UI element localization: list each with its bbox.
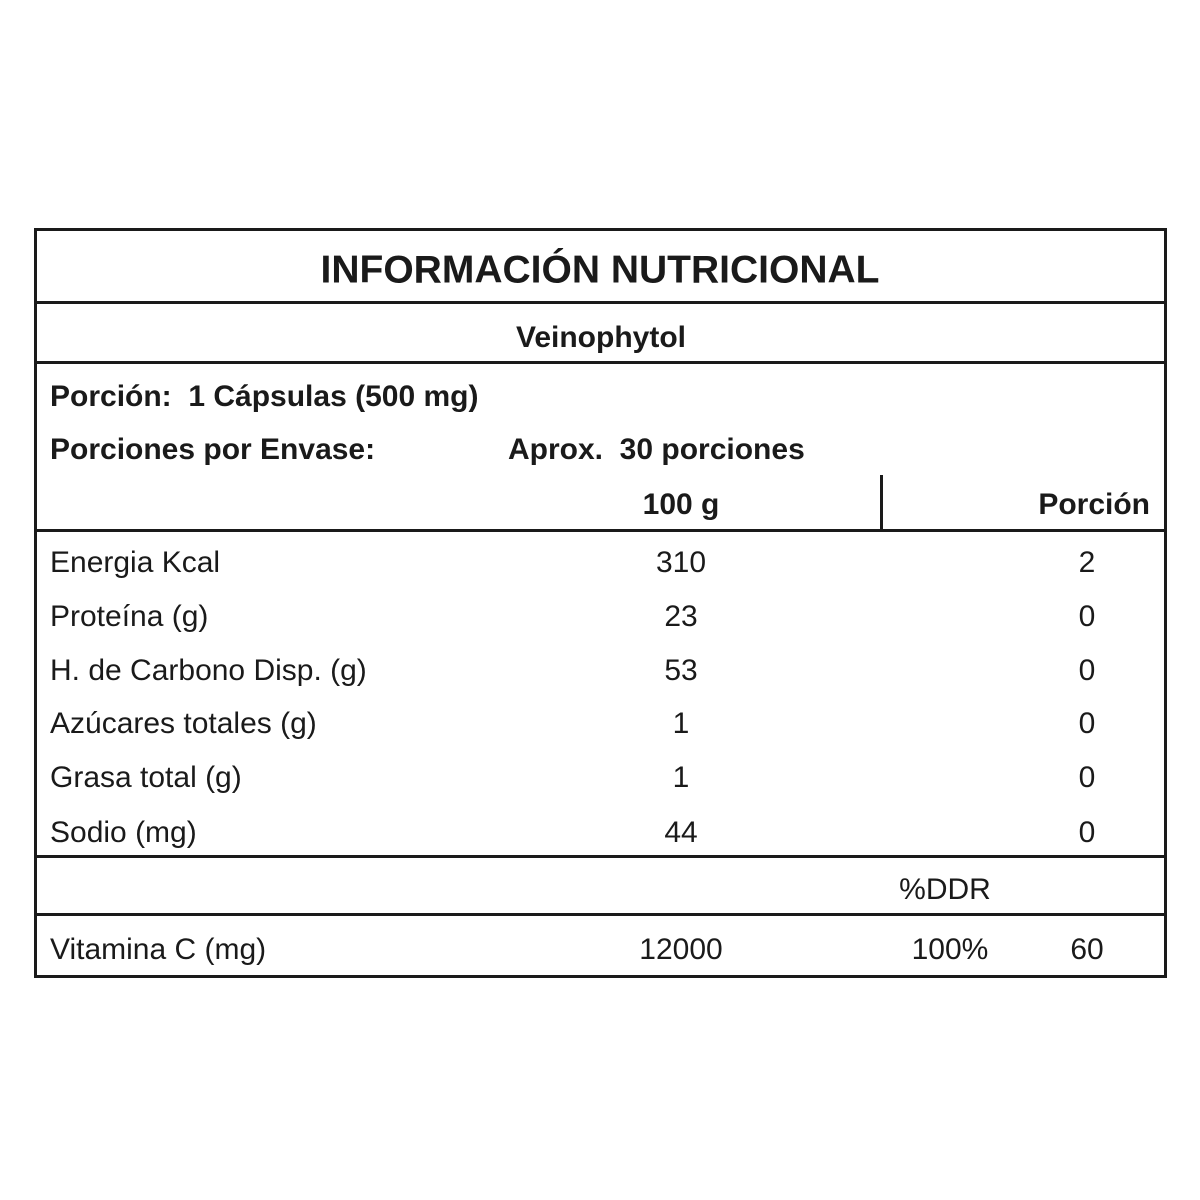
row-serving: 0 — [1078, 816, 1096, 849]
row-serving: 2 — [1078, 546, 1096, 579]
serving-value: 1 Cápsulas (500 mg) — [188, 380, 479, 413]
nutrition-table — [34, 228, 1167, 978]
serving-size: Porción: 1 Cápsulas (500 mg) — [50, 382, 478, 412]
servings-per-container-label: Porciones por Envase: — [50, 433, 376, 466]
serving-label: Porción: — [50, 380, 172, 413]
product-name: Veinophytol — [515, 321, 686, 354]
row-per100: 23 — [664, 600, 698, 633]
row-serving: 0 — [1078, 654, 1096, 687]
row-per100: 53 — [664, 654, 698, 687]
row-name: Azúcares totales (g) — [50, 707, 317, 740]
vitamin-per100: 12000 — [639, 933, 723, 966]
row-per100: 44 — [664, 816, 698, 849]
column-divider — [880, 475, 883, 530]
divider — [34, 855, 1167, 858]
divider — [34, 301, 1167, 304]
vitamin-serving: 60 — [1070, 933, 1104, 966]
divider — [34, 529, 1167, 532]
row-name: Proteína (g) — [50, 600, 209, 633]
divider — [34, 361, 1167, 364]
vitamin-name: Vitamina C (mg) — [50, 933, 267, 966]
row-serving: 0 — [1078, 600, 1096, 633]
column-header-ddr: %DDR — [899, 873, 991, 906]
row-serving: 0 — [1078, 707, 1096, 740]
servings-per-container-value: Aprox. 30 porciones — [508, 433, 805, 466]
row-per100: 310 — [655, 546, 707, 579]
column-header-serving: Porción — [1038, 488, 1150, 521]
row-name: H. de Carbono Disp. (g) — [50, 654, 367, 687]
row-name: Grasa total (g) — [50, 761, 242, 794]
row-per100: 1 — [672, 761, 690, 794]
table-title: INFORMACIÓN NUTRICIONAL — [320, 248, 880, 292]
row-per100: 1 — [672, 707, 690, 740]
column-header-100g: 100 g — [642, 488, 720, 521]
row-serving: 0 — [1078, 761, 1096, 794]
row-name: Sodio (mg) — [50, 816, 197, 849]
vitamin-ddr: 100% — [911, 933, 989, 966]
row-name: Energia Kcal — [50, 546, 221, 579]
divider — [34, 913, 1167, 916]
